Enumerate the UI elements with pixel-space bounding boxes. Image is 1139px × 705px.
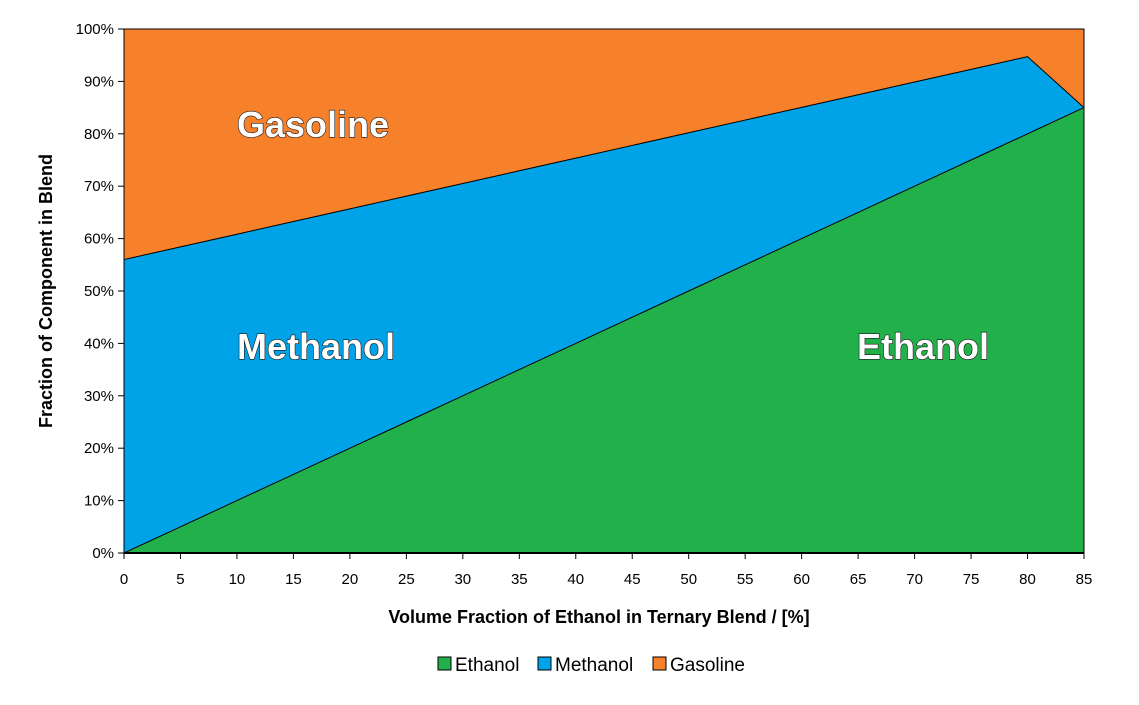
y-tick-label: 80% [84,126,114,143]
legend-label-gasoline: Gasoline [670,655,745,676]
y-tick-label: 30% [84,388,114,405]
y-tick-label: 50% [84,283,114,300]
legend-swatch-gasoline [652,656,667,671]
x-axis-ticks: 0 5 10 15 20 25 30 35 40 45 50 55 60 65 70 75 80 85 [120,553,1093,588]
boundary-lines [123,56,1085,554]
x-tick-label: 80 [1019,571,1036,588]
x-tick-label: 15 [285,571,302,588]
methanol-area [124,56,1084,554]
legend-label-methanol: Methanol [555,655,633,676]
gasoline-region-label: Gasoline [237,104,389,145]
ethanol-region-label: Ethanol [857,326,989,367]
x-tick-label: 45 [624,571,641,588]
x-tick-label: 25 [398,571,415,588]
y-tick-label: 20% [84,440,114,457]
axes [123,29,1084,559]
legend-swatch-methanol [537,656,552,671]
x-tick-label: 0 [120,571,128,588]
y-tick-label: 10% [84,493,114,510]
x-tick-label: 60 [793,571,810,588]
x-tick-label: 20 [342,571,359,588]
y-tick-label: 90% [84,73,114,90]
y-tick-label: 40% [84,335,114,352]
y-axis-title: Fraction of Component in Blend [36,154,56,428]
y-tick-label: 70% [84,178,114,195]
legend-label-ethanol: Ethanol [455,655,519,676]
x-tick-label: 75 [963,571,980,588]
x-tick-label: 5 [176,571,184,588]
methanol-boundary-line [123,56,1085,261]
x-tick-label: 85 [1076,571,1093,588]
x-tick-label: 55 [737,571,754,588]
ethanol-boundary-line [123,107,1085,554]
y-axis-ticks: 0% 10% 20% 30% 40% 50% 60% 70% 80% 90% 100% [76,21,124,562]
x-tick-label: 65 [850,571,867,588]
y-tick-label: 60% [84,231,114,248]
x-tick-label: 70 [906,571,923,588]
y-tick-label: 100% [76,21,114,38]
x-tick-label: 30 [454,571,471,588]
x-tick-label: 40 [567,571,584,588]
x-tick-label: 35 [511,571,528,588]
legend: Ethanol Methanol Gasoline [437,655,745,676]
gasoline-area [124,29,1084,260]
region-labels: Gasoline Methanol Ethanol [236,103,989,367]
y-tick-label: 0% [92,545,114,562]
legend-swatch-ethanol [437,656,452,671]
methanol-region-label: Methanol [237,326,395,367]
x-tick-label: 10 [229,571,246,588]
x-axis-title: Volume Fraction of Ethanol in Ternary Bl… [388,607,809,627]
x-tick-label: 50 [680,571,697,588]
